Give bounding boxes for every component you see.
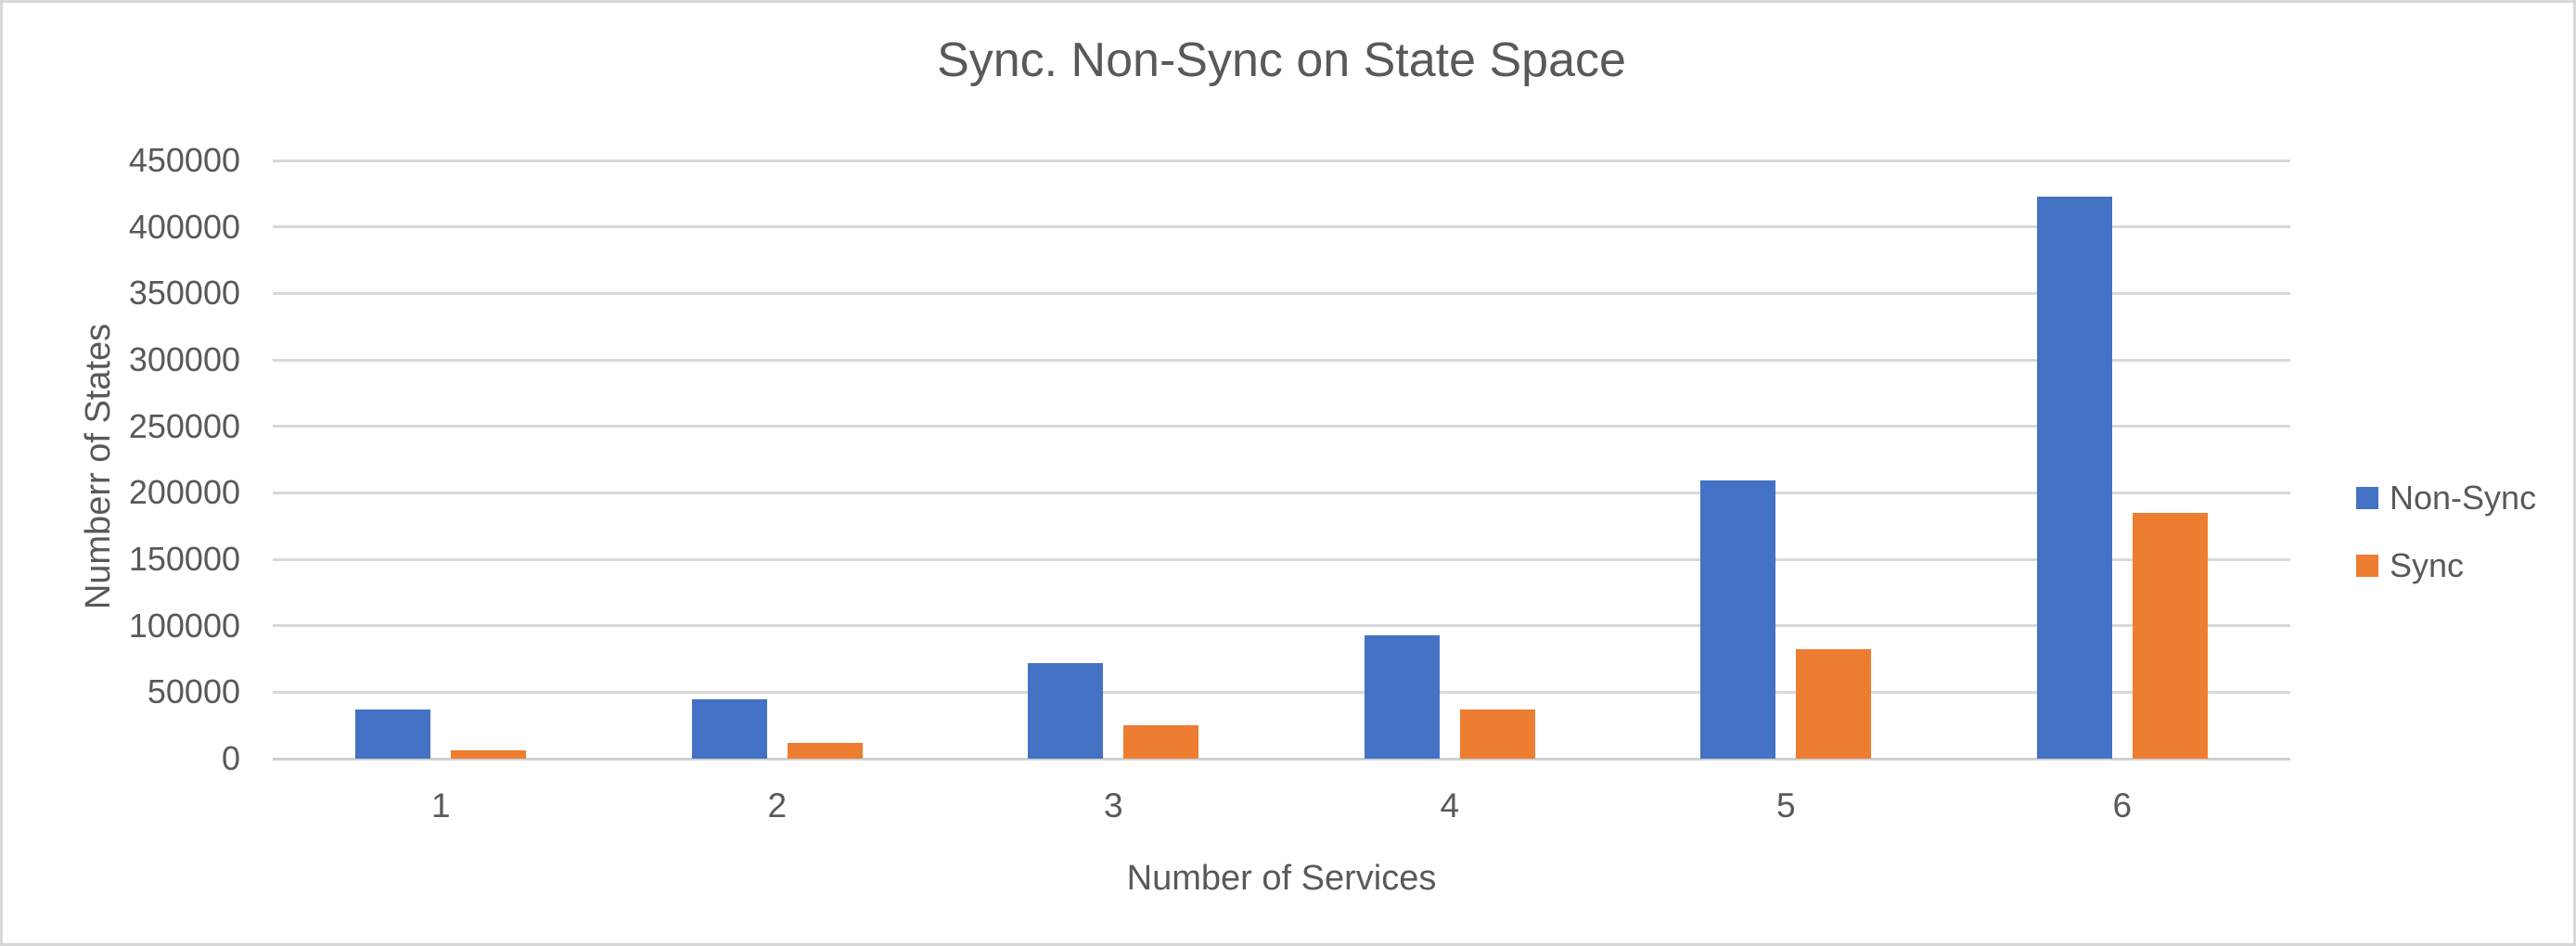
y-tick-label: 200000 <box>128 473 240 512</box>
y-tick-label: 300000 <box>128 340 240 378</box>
x-tick-label: 4 <box>1440 786 1460 825</box>
legend-item-non-sync: Non-Sync <box>2356 481 2536 515</box>
bar-non-sync <box>1364 634 1440 759</box>
bar-sync <box>1123 725 1199 759</box>
gridline <box>273 358 2290 362</box>
gridline <box>273 159 2290 162</box>
bar-sync <box>2132 512 2208 759</box>
x-axis-title: Number of Services <box>1126 859 1437 898</box>
y-tick-label: 150000 <box>128 540 240 578</box>
bar-sync <box>451 749 527 759</box>
gridline <box>273 425 2290 428</box>
legend-label-non-sync: Non-Sync <box>2390 479 2537 517</box>
chart-title: Sync. Non-Sync on State Space <box>937 33 1626 87</box>
x-tick-label: 2 <box>767 786 788 825</box>
gridline <box>273 491 2290 494</box>
y-tick-label: 250000 <box>128 406 240 445</box>
x-tick-label: 5 <box>1775 786 1796 825</box>
x-tick-label: 3 <box>1103 786 1123 825</box>
y-tick-label: 50000 <box>147 672 240 711</box>
legend: Non-Sync Sync <box>2356 481 2536 617</box>
bar-sync <box>1459 709 1535 759</box>
legend-swatch-sync <box>2356 555 2378 577</box>
bar-non-sync <box>1700 480 1776 759</box>
legend-label-sync: Sync <box>2390 546 2465 584</box>
bar-non-sync <box>691 698 767 759</box>
gridline <box>273 225 2290 229</box>
legend-item-sync: Sync <box>2356 549 2536 582</box>
y-tick-label: 450000 <box>128 141 240 179</box>
x-tick-label: 1 <box>430 786 451 825</box>
gridline <box>273 557 2290 561</box>
bar-non-sync <box>2036 196 2112 759</box>
bar-sync <box>1796 648 1872 759</box>
plot-area: 0 50000 100000 150000 200000 250000 300000 3500… <box>3 3 2573 943</box>
y-tick-label: 350000 <box>128 274 240 313</box>
y-axis-title: Numberr of States <box>79 323 118 610</box>
legend-swatch-non-sync <box>2356 487 2378 509</box>
bar-non-sync <box>355 709 431 759</box>
bar-sync <box>787 742 863 759</box>
bar-non-sync <box>1028 662 1104 759</box>
gridline <box>273 624 2290 628</box>
x-tick-label: 6 <box>2112 786 2133 825</box>
y-tick-label: 400000 <box>128 207 240 246</box>
gridline <box>273 690 2290 694</box>
x-axis-line <box>273 757 2290 761</box>
gridline <box>273 291 2290 295</box>
y-tick-label: 100000 <box>128 606 240 645</box>
y-tick-label: 0 <box>221 739 240 777</box>
